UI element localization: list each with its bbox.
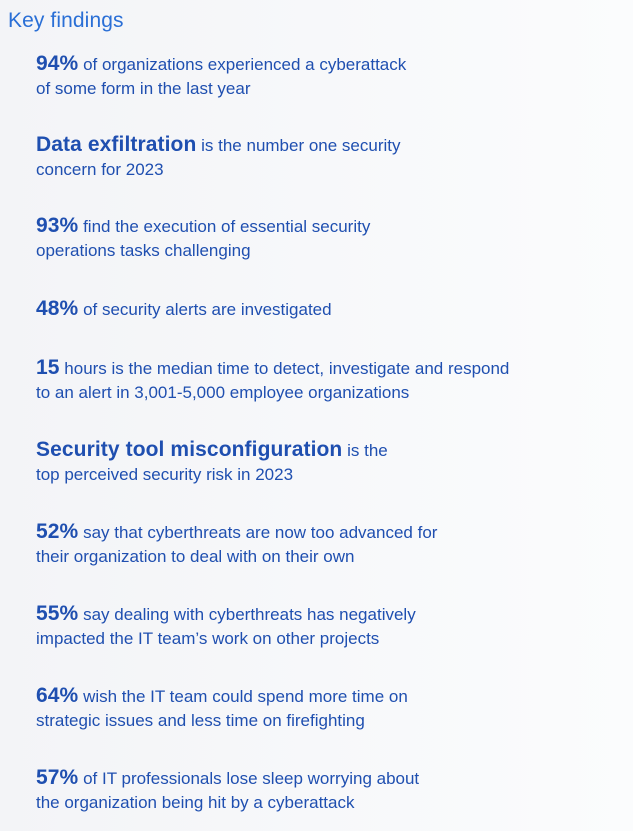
finding-stat: 94% bbox=[36, 52, 79, 75]
finding-stat: 64% bbox=[36, 684, 79, 707]
finding-item: 57% of IT professionals lose sleep worry… bbox=[36, 766, 616, 815]
finding-first-line: Data exfiltration is the number one secu… bbox=[36, 133, 616, 158]
finding-stat: 15 bbox=[36, 356, 60, 379]
finding-text: of IT professionals lose sleep worrying … bbox=[78, 769, 420, 788]
finding-second-line: the organization being hit by a cyberatt… bbox=[36, 793, 355, 812]
finding-text: say dealing with cyberthreats has negati… bbox=[78, 605, 416, 624]
finding-item: 15 hours is the median time to detect, i… bbox=[36, 356, 616, 405]
finding-text: find the execution of essential security bbox=[78, 217, 371, 236]
finding-stat: 93% bbox=[36, 214, 79, 237]
finding-stat: 55% bbox=[36, 602, 79, 625]
finding-text: of security alerts are investigated bbox=[78, 300, 332, 319]
finding-first-line: 57% of IT professionals lose sleep worry… bbox=[36, 766, 616, 791]
finding-first-line: Security tool misconfiguration is the bbox=[36, 438, 616, 463]
finding-text: is the bbox=[342, 441, 388, 460]
finding-stat: Data exfiltration bbox=[36, 133, 197, 156]
finding-item: 93% find the execution of essential secu… bbox=[36, 214, 616, 263]
finding-text: hours is the median time to detect, inve… bbox=[59, 359, 510, 378]
finding-second-line: their organization to deal with on their… bbox=[36, 547, 355, 566]
finding-stat: Security tool misconfiguration bbox=[36, 438, 343, 461]
finding-stat: 57% bbox=[36, 766, 79, 789]
finding-second-line: of some form in the last year bbox=[36, 79, 251, 98]
finding-text: wish the IT team could spend more time o… bbox=[78, 687, 408, 706]
finding-first-line: 15 hours is the median time to detect, i… bbox=[36, 356, 616, 381]
finding-text: is the number one security bbox=[196, 136, 401, 155]
finding-item: 94% of organizations experienced a cyber… bbox=[36, 52, 616, 101]
finding-second-line: strategic issues and less time on firefi… bbox=[36, 711, 365, 730]
finding-item: Data exfiltration is the number one secu… bbox=[36, 133, 616, 182]
finding-item: 52% say that cyberthreats are now too ad… bbox=[36, 520, 616, 569]
finding-stat: 52% bbox=[36, 520, 79, 543]
finding-first-line: 93% find the execution of essential secu… bbox=[36, 214, 616, 239]
finding-item: Security tool misconfiguration is the to… bbox=[36, 438, 616, 487]
finding-item: 48% of security alerts are investigated bbox=[36, 297, 616, 322]
finding-text: say that cyberthreats are now too advanc… bbox=[78, 523, 438, 542]
finding-text: of organizations experienced a cyberatta… bbox=[78, 55, 407, 74]
finding-item: 55% say dealing with cyberthreats has ne… bbox=[36, 602, 616, 651]
finding-first-line: 94% of organizations experienced a cyber… bbox=[36, 52, 616, 77]
finding-second-line: to an alert in 3,001-5,000 employee orga… bbox=[36, 383, 410, 402]
page-title: Key findings bbox=[8, 9, 124, 32]
finding-first-line: 64% wish the IT team could spend more ti… bbox=[36, 684, 616, 709]
finding-second-line: concern for 2023 bbox=[36, 160, 164, 179]
finding-stat: 48% bbox=[36, 297, 79, 320]
finding-first-line: 55% say dealing with cyberthreats has ne… bbox=[36, 602, 616, 627]
finding-second-line: operations tasks challenging bbox=[36, 241, 251, 260]
finding-first-line: 48% of security alerts are investigated bbox=[36, 297, 616, 322]
finding-second-line: top perceived security risk in 2023 bbox=[36, 465, 294, 484]
finding-first-line: 52% say that cyberthreats are now too ad… bbox=[36, 520, 616, 545]
finding-item: 64% wish the IT team could spend more ti… bbox=[36, 684, 616, 733]
finding-second-line: impacted the IT team’s work on other pro… bbox=[36, 629, 380, 648]
